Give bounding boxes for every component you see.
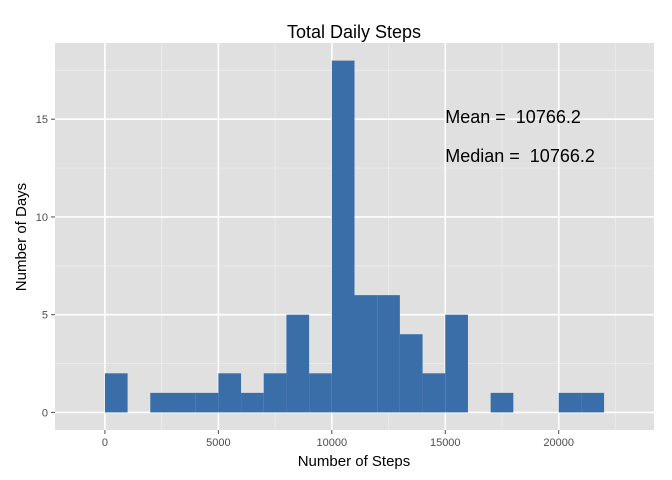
x-axis-title: Number of Steps [298,453,411,470]
histogram-bar [558,392,582,413]
histogram-bar [286,314,310,413]
histogram-bars [104,60,605,413]
histogram-bar [354,295,378,413]
x-tick-label: 15000 [430,437,461,449]
histogram-bar [445,314,468,413]
histogram-bar [399,334,423,413]
histogram-bar [195,392,219,413]
y-tick-label: 10 [36,212,48,224]
y-tick-label: 15 [36,114,48,126]
histogram-bar [263,373,287,413]
histogram-bar [581,392,605,413]
x-tick-label: 5000 [206,437,230,449]
x-tick-label: 20000 [543,437,574,449]
histogram-bar [490,392,514,413]
histogram-bar [104,373,128,413]
histogram-bar [218,373,242,413]
annotations: Mean = 10766.2 Median = 10766.2 [445,107,595,166]
stat-annotation: Mean = 10766.2 [445,107,581,127]
x-tick-label: 10000 [317,437,348,449]
histogram-bar [377,295,400,413]
histogram-bar [331,60,355,413]
y-tick-label: 0 [42,407,48,419]
x-tick-label: 0 [102,437,108,449]
histogram-bar [241,392,264,413]
stat-annotation: Median = 10766.2 [445,146,595,166]
histogram-bar [150,392,173,413]
histogram-bar [422,373,446,413]
histogram-bar [172,392,196,413]
axis-ticks: 0 5000 10000 15000 20000 0 5 10 15 [36,114,574,449]
histogram-bar [309,373,332,413]
y-axis-title: Number of Days [13,183,30,291]
y-tick-label: 5 [42,310,48,322]
chart-title: Total Daily Steps [287,22,421,42]
